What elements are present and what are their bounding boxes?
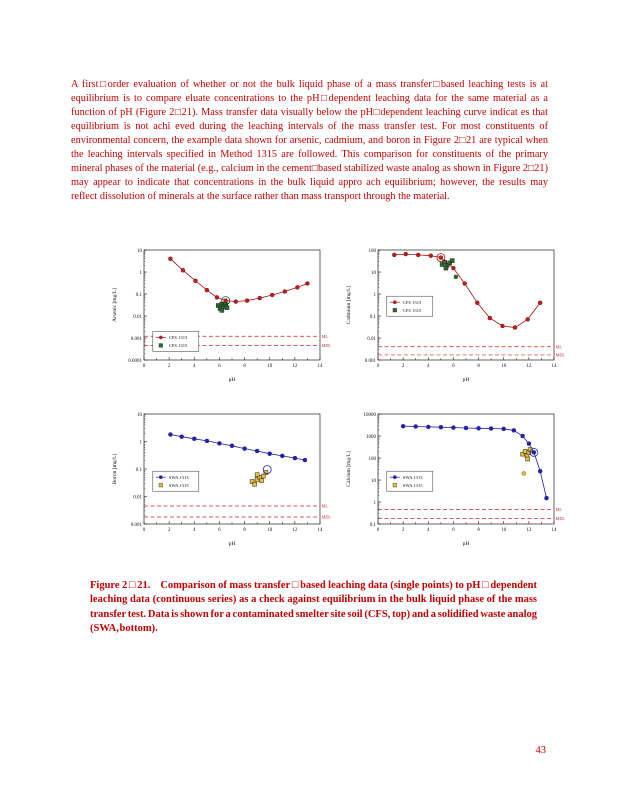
- svg-text:14: 14: [552, 364, 558, 369]
- svg-text:1000: 1000: [366, 435, 377, 440]
- svg-text:CFS 1315: CFS 1315: [403, 308, 422, 313]
- svg-text:1: 1: [140, 271, 143, 276]
- svg-text:12: 12: [292, 364, 298, 369]
- svg-text:10: 10: [137, 413, 143, 418]
- svg-text:14: 14: [318, 528, 324, 533]
- svg-text:SWA 1315: SWA 1315: [169, 483, 189, 488]
- chart-cadmium: 0 2 4 6 8 10 12 14 100 10 1 0.1 0.01 0.001 ML MDL CFS 13…: [342, 244, 570, 384]
- svg-text:6: 6: [218, 364, 221, 369]
- svg-text:0: 0: [143, 364, 146, 369]
- svg-text:0.1: 0.1: [370, 523, 377, 528]
- svg-text:0.001: 0.001: [131, 337, 143, 342]
- svg-text:0.001: 0.001: [131, 523, 143, 528]
- svg-text:CFS 1313: CFS 1313: [403, 300, 422, 305]
- svg-text:MDL: MDL: [556, 352, 566, 357]
- svg-text:100: 100: [369, 249, 377, 254]
- svg-text:0: 0: [377, 528, 380, 533]
- svg-text:0: 0: [143, 528, 146, 533]
- svg-text:4: 4: [193, 528, 196, 533]
- svg-text:SWA 1315: SWA 1315: [403, 483, 423, 488]
- body-paragraph: A first□order evaluation of whether or n…: [71, 79, 548, 202]
- svg-text:0.01: 0.01: [367, 337, 376, 342]
- svg-text:6: 6: [218, 528, 221, 533]
- svg-text:100: 100: [369, 457, 377, 462]
- svg-text:MDL: MDL: [322, 514, 332, 519]
- svg-text:10: 10: [371, 271, 377, 276]
- svg-text:pH: pH: [463, 541, 470, 547]
- figure-2-21: 0 2 4 6 8 10 12 14 10 1 0.1 0.01 0.001 0.0001 ML MDL CFS…: [108, 244, 576, 550]
- svg-text:12: 12: [292, 528, 298, 533]
- svg-text:12: 12: [526, 528, 532, 533]
- figure-caption-text: Comparison of mass transfer□based leachi…: [90, 579, 537, 635]
- svg-text:CFS 1315: CFS 1315: [169, 343, 188, 348]
- svg-text:10: 10: [137, 249, 143, 254]
- svg-text:pH: pH: [229, 377, 236, 383]
- svg-text:pH: pH: [463, 377, 470, 383]
- chart-calcium: 0 2 4 6 8 10 12 14 10000 1000 100 10 1 0.1 ML MDL SWA 13…: [342, 408, 570, 548]
- svg-text:1: 1: [374, 501, 377, 506]
- svg-text:2: 2: [402, 528, 405, 533]
- svg-text:2: 2: [168, 364, 171, 369]
- figure-caption: Figure 2□21. Comparison of mass transfer□…: [90, 579, 537, 637]
- chart-arsenic: 0 2 4 6 8 10 12 14 10 1 0.1 0.01 0.001 0.0001 ML MDL CFS…: [108, 244, 336, 384]
- svg-text:8: 8: [243, 528, 246, 533]
- svg-text:Calcium [mg/L]: Calcium [mg/L]: [346, 451, 352, 487]
- svg-text:8: 8: [243, 364, 246, 369]
- svg-text:6: 6: [452, 528, 455, 533]
- svg-text:MDL: MDL: [556, 516, 566, 521]
- svg-text:12: 12: [526, 364, 532, 369]
- svg-text:0.1: 0.1: [370, 315, 377, 320]
- svg-text:0.1: 0.1: [136, 293, 143, 298]
- svg-text:ML: ML: [322, 504, 329, 509]
- svg-text:10000: 10000: [364, 413, 377, 418]
- svg-text:MDL: MDL: [322, 343, 332, 348]
- svg-text:ML: ML: [322, 334, 329, 339]
- svg-text:4: 4: [427, 364, 430, 369]
- svg-text:CFS 1313: CFS 1313: [169, 335, 188, 340]
- svg-text:SWA 1313: SWA 1313: [169, 475, 189, 480]
- svg-text:4: 4: [427, 528, 430, 533]
- svg-text:0.0001: 0.0001: [128, 359, 142, 364]
- svg-text:0.1: 0.1: [136, 468, 143, 473]
- svg-text:4: 4: [193, 364, 196, 369]
- figure-chart-grid: 0 2 4 6 8 10 12 14 10 1 0.1 0.01 0.001 0.0001 ML MDL CFS…: [108, 244, 576, 548]
- svg-text:10: 10: [371, 479, 377, 484]
- svg-text:1: 1: [140, 440, 143, 445]
- page-number: 43: [535, 745, 547, 756]
- figure-caption-label: Figure 2□21.: [90, 579, 151, 591]
- svg-text:ML: ML: [556, 344, 563, 349]
- svg-text:10: 10: [267, 528, 273, 533]
- svg-text:14: 14: [552, 528, 558, 533]
- svg-text:1: 1: [374, 293, 377, 298]
- svg-text:ML: ML: [556, 507, 563, 512]
- svg-text:8: 8: [477, 528, 480, 533]
- svg-text:0.01: 0.01: [133, 315, 142, 320]
- svg-text:8: 8: [477, 364, 480, 369]
- svg-text:10: 10: [501, 364, 507, 369]
- svg-text:2: 2: [402, 364, 405, 369]
- svg-text:10: 10: [267, 364, 273, 369]
- svg-text:0.01: 0.01: [133, 495, 142, 500]
- svg-text:2: 2: [168, 528, 171, 533]
- svg-text:Cadmium [mg/L]: Cadmium [mg/L]: [346, 286, 352, 325]
- svg-text:6: 6: [452, 364, 455, 369]
- svg-text:0: 0: [377, 364, 380, 369]
- svg-text:14: 14: [318, 364, 324, 369]
- svg-text:0.001: 0.001: [365, 359, 377, 364]
- chart-boron: 0 2 4 6 8 10 12 14 10 1 0.1 0.01 0.001 ML MDL SWA 1313 S…: [108, 408, 336, 548]
- svg-text:pH: pH: [229, 541, 236, 547]
- svg-text:Boron [mg/L]: Boron [mg/L]: [112, 453, 118, 484]
- svg-text:SWA 1313: SWA 1313: [403, 475, 423, 480]
- svg-text:Arsenic [mg/L]: Arsenic [mg/L]: [112, 288, 118, 322]
- svg-text:10: 10: [501, 528, 507, 533]
